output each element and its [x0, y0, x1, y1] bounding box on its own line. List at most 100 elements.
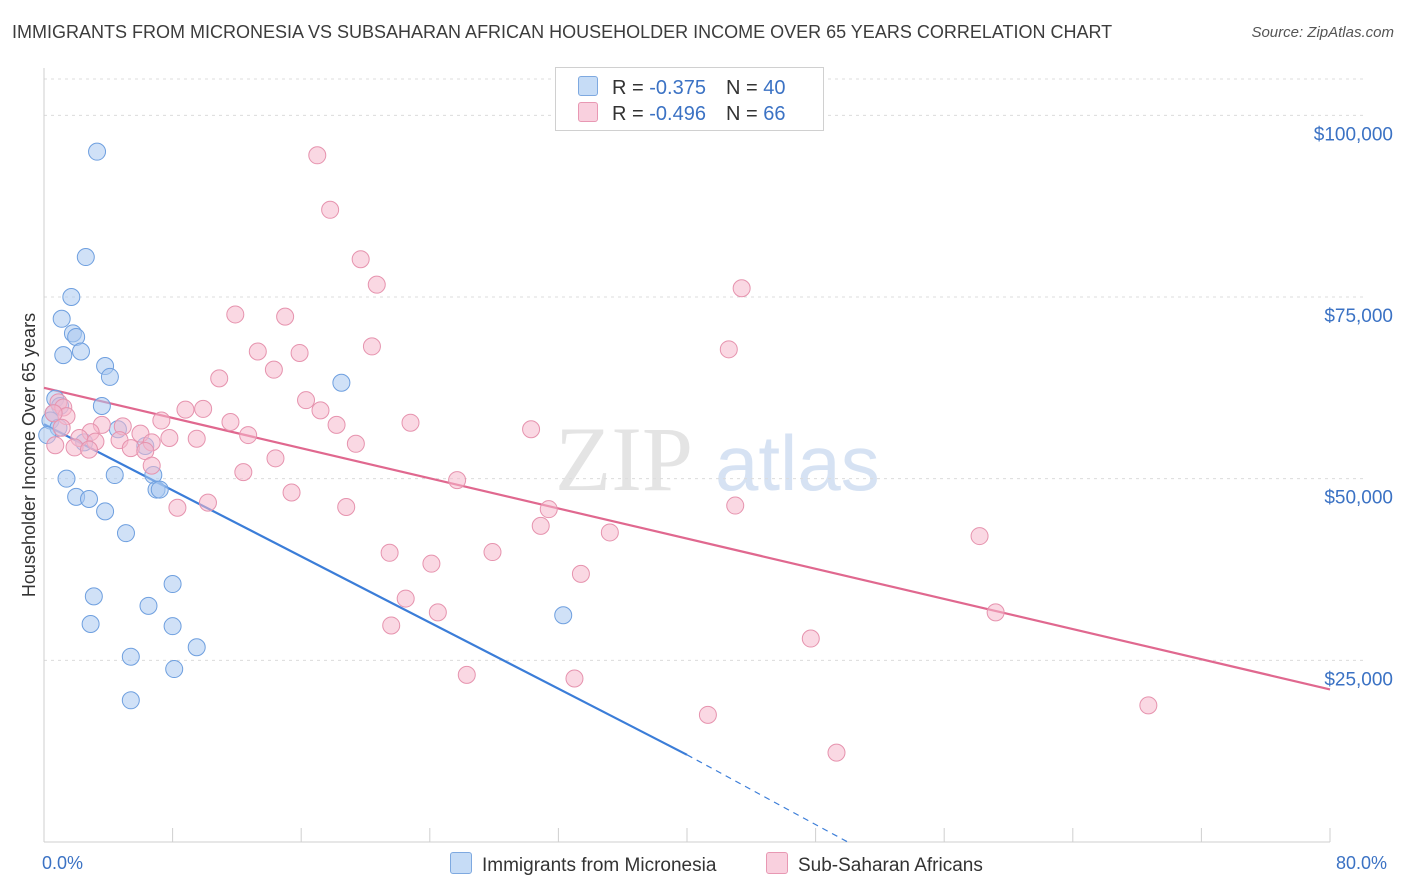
subsaharan-point	[457, 665, 476, 684]
subsaharan-point	[732, 279, 751, 298]
subsaharan-point	[698, 705, 717, 724]
y-tick-label: $25,000	[1324, 669, 1393, 690]
axes	[43, 68, 1331, 843]
legend-n-label: N =	[725, 103, 764, 125]
subsaharan-point	[276, 307, 295, 326]
micronesia-point	[92, 397, 111, 415]
subsaharan-point	[327, 415, 346, 434]
legend-swatch-pink	[578, 102, 598, 122]
subsaharan-point	[362, 337, 381, 356]
subsaharan-point	[234, 463, 253, 482]
zipatlas-watermark: ZIP atlas	[555, 408, 880, 510]
legend-n-value: 66	[763, 103, 786, 125]
y-tick-label: $75,000	[1324, 306, 1393, 327]
micronesia-point	[84, 587, 103, 606]
subsaharan-trend-line	[43, 386, 1331, 691]
micronesia-point	[57, 469, 76, 488]
subsaharan-point	[248, 342, 267, 361]
micronesia-point	[332, 373, 351, 392]
subsaharan-point	[226, 305, 245, 324]
subsaharan-point	[801, 629, 820, 648]
subsaharan-point	[297, 391, 316, 410]
y-tick-label: $100,000	[1314, 124, 1393, 145]
bottom-legend-label: Sub-Saharan Africans	[798, 855, 983, 876]
legend-n-value: 40	[763, 77, 786, 99]
subsaharan-point	[986, 603, 1005, 622]
subsaharan-point	[396, 589, 415, 608]
bottom-legend-swatch-blue	[450, 852, 472, 874]
legend-r-label: R =	[612, 103, 650, 125]
micronesia-point	[121, 647, 140, 666]
watermark-atlas: atlas	[715, 419, 880, 507]
chart-title: IMMIGRANTS FROM MICRONESIA VS SUBSAHARAN…	[12, 22, 1113, 42]
subsaharan-point	[210, 369, 229, 388]
legend-r-value: -0.375	[649, 77, 706, 99]
x-axis-max-label: 80.0%	[1336, 853, 1388, 873]
subsaharan-point	[290, 343, 309, 362]
micronesia-point	[187, 638, 206, 657]
subsaharan-point	[719, 340, 738, 359]
micronesia-point	[71, 342, 90, 361]
subsaharan-point	[346, 434, 365, 453]
subsaharan-point	[168, 498, 187, 517]
subsaharan-point	[382, 616, 401, 635]
micronesia-point	[163, 617, 182, 636]
micronesia-trend-extension	[686, 754, 849, 843]
data-points	[38, 142, 1158, 762]
subsaharan-point	[726, 496, 745, 515]
bottom-legend-subsaharan: Sub-Saharan Africans	[766, 852, 983, 877]
subsaharan-point	[539, 500, 558, 519]
subsaharan-point	[565, 669, 584, 688]
subsaharan-point	[264, 360, 283, 379]
subsaharan-point	[282, 483, 301, 502]
subsaharan-point	[422, 554, 441, 573]
micronesia-point	[150, 480, 169, 499]
x-axis-min-label: 0.0%	[42, 853, 84, 873]
subsaharan-point	[239, 426, 258, 445]
subsaharan-point	[198, 493, 217, 512]
micronesia-point	[96, 502, 115, 521]
bottom-legend-swatch-pink	[766, 852, 788, 874]
subsaharan-point	[1139, 696, 1158, 715]
y-axis-label: Householder Income Over 65 years	[19, 313, 39, 597]
subsaharan-point	[44, 404, 63, 423]
subsaharan-point	[321, 200, 340, 219]
legend-row-micronesia: R = -0.375 N = 40	[578, 76, 785, 100]
micronesia-point	[554, 606, 573, 625]
subsaharan-point	[160, 428, 179, 447]
bottom-legend-label: Immigrants from Micronesia	[482, 855, 717, 876]
subsaharan-point	[401, 413, 420, 432]
micronesia-point	[121, 691, 140, 710]
subsaharan-point	[187, 429, 206, 448]
micronesia-point	[116, 524, 135, 543]
micronesia-point	[62, 288, 81, 306]
subsaharan-point	[970, 527, 989, 546]
legend-swatch-blue	[578, 76, 598, 96]
micronesia-point	[163, 575, 182, 594]
subsaharan-point	[52, 418, 71, 437]
legend-r-value: -0.496	[649, 103, 706, 125]
subsaharan-point	[80, 440, 99, 459]
y-tick-label: $50,000	[1324, 488, 1393, 509]
grid-lines	[44, 78, 1366, 661]
subsaharan-point	[46, 436, 65, 455]
subsaharan-point	[827, 743, 846, 762]
subsaharan-point	[531, 516, 550, 535]
micronesia-point	[76, 248, 95, 267]
watermark-zip: ZIP	[555, 408, 693, 510]
subsaharan-point	[308, 146, 327, 165]
subsaharan-point	[311, 401, 330, 420]
micronesia-point	[80, 490, 99, 509]
micronesia-point	[54, 346, 73, 365]
correlation-legend: R = -0.375 N = 40 R = -0.496 N = 66	[555, 67, 824, 131]
subsaharan-point	[600, 523, 619, 542]
bottom-legend-micronesia: Immigrants from Micronesia	[450, 852, 716, 877]
subsaharan-point	[152, 411, 171, 430]
subsaharan-point	[448, 471, 467, 490]
micronesia-point	[105, 466, 124, 485]
micronesia-point	[88, 142, 107, 161]
micronesia-point	[139, 596, 158, 615]
subsaharan-point	[221, 412, 240, 431]
y-tick-labels: $25,000 $50,000 $75,000 $100,000	[1314, 124, 1393, 690]
subsaharan-point	[266, 449, 285, 468]
